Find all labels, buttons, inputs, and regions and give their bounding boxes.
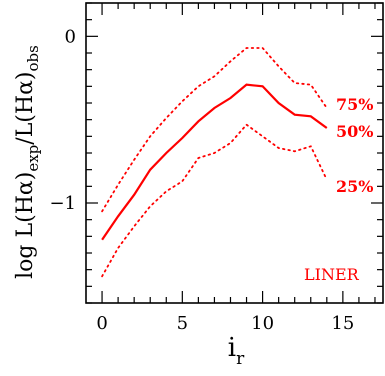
series-line-50: [101, 83, 328, 241]
y-axis-label-prefix: log L(Hα): [13, 172, 38, 279]
x-tick-label: 5: [177, 313, 188, 334]
y-axis-label: log L(Hα)exp/L(Hα)obs: [13, 45, 42, 279]
y-tick-label: −1: [49, 193, 76, 214]
series-lines: [101, 47, 328, 278]
y-axis-label-sub1: exp: [24, 145, 42, 172]
x-axis-label-sub: r: [236, 349, 245, 369]
x-axis-label: ir: [228, 333, 245, 369]
series-line-25: [101, 123, 328, 278]
x-tick-label: 10: [251, 313, 274, 334]
series-label-75: 75%: [336, 95, 373, 114]
axis-ticks: 0 5 10 15 0 −1: [49, 2, 383, 334]
plot-frame: [85, 2, 384, 304]
plot-border: [85, 2, 384, 304]
y-axis-label-mid: /L(Hα): [13, 71, 38, 144]
y-tick-label: 0: [65, 26, 76, 47]
series-line-75: [101, 47, 328, 213]
series-label-50: 50%: [336, 122, 373, 141]
series-label-25: 25%: [336, 177, 373, 196]
x-axis-label-main: i: [228, 333, 236, 363]
liner-annotation: LINER: [304, 265, 360, 284]
x-tick-label: 0: [96, 313, 107, 334]
x-tick-label: 15: [331, 313, 354, 334]
y-axis-label-sub2: obs: [24, 45, 42, 71]
